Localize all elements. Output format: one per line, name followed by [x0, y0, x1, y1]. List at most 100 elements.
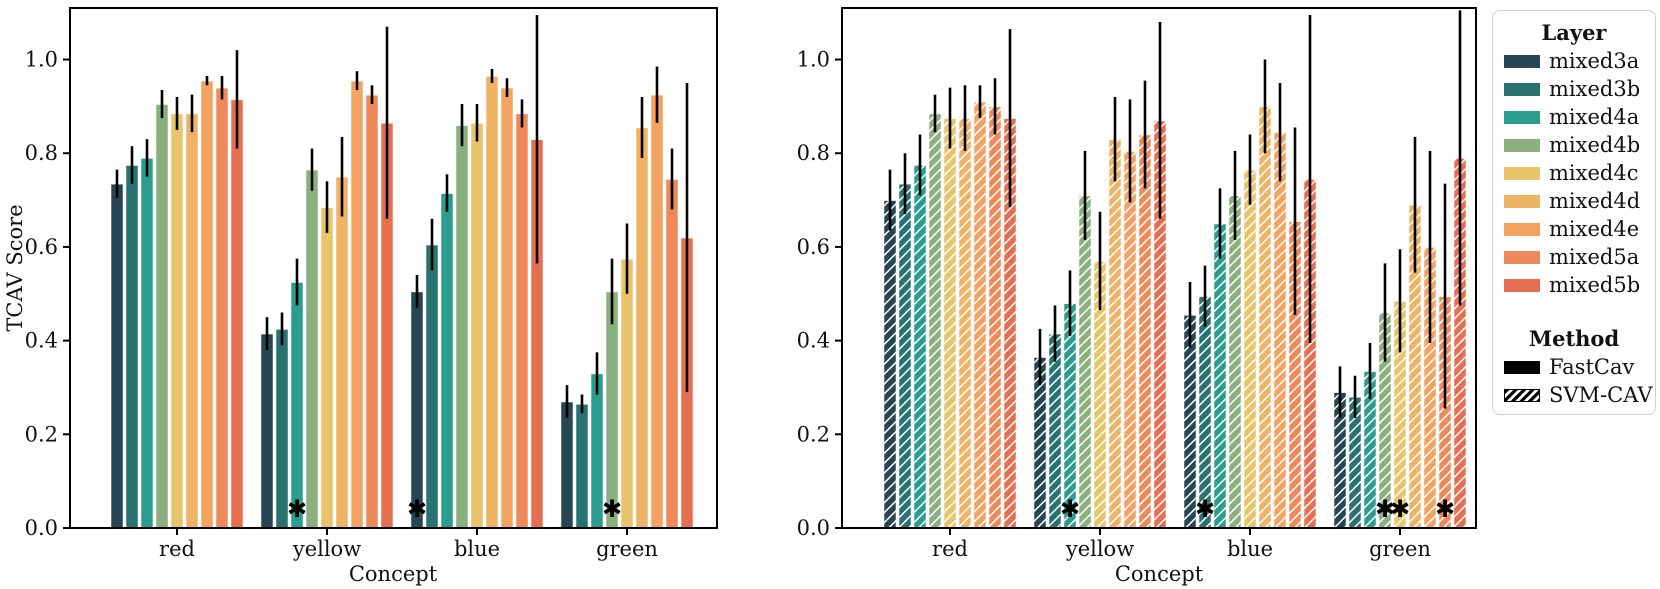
- legend-label: mixed5b: [1549, 273, 1641, 297]
- bar-hatch-mixed3b-blue: [1198, 296, 1212, 528]
- legend-label: mixed4c: [1549, 161, 1639, 185]
- significance-star-green-mixed4c: ✱: [1390, 495, 1410, 523]
- bars-group: [882, 10, 1468, 528]
- legend-label: mixed3b: [1549, 77, 1641, 101]
- bar-hatch-mixed4d-green: [1408, 204, 1422, 528]
- bar-hatch-mixed4a-green: [1363, 371, 1377, 528]
- plot-area-fastcav: 0.0 0.2 0.4 0.6 0.8 1.0 red yellow blue green ✱ ✱ ✱: [25, 7, 718, 561]
- legend-item-mixed4c: mixed4c: [1493, 159, 1655, 187]
- bar-hatch-mixed5b-blue: [1303, 178, 1317, 528]
- legend-item-mixed3a: mixed3a: [1493, 47, 1655, 75]
- x-tick-label-blue: blue: [1227, 537, 1273, 561]
- significance-star-green-mixed5a: ✱: [1435, 495, 1455, 523]
- bar-hatch-mixed5a-green: [1438, 296, 1452, 528]
- legend-swatch-mixed4e: [1504, 222, 1540, 236]
- bar-hatch-mixed4b-red: [928, 113, 942, 528]
- legend-item-mixed5a: mixed5a: [1493, 243, 1655, 271]
- bar-hatch-mixed4e-red: [973, 101, 987, 528]
- bar-hatch-mixed3a-blue: [1183, 314, 1197, 528]
- axes-spines: [841, 7, 1477, 529]
- y-tick-label: 0.2: [797, 422, 830, 446]
- bar-hatch-mixed4c-green: [1393, 300, 1407, 528]
- legend-swatch-SVM-CAV: [1504, 388, 1540, 402]
- bar-hatch-mixed5a-yellow: [1138, 134, 1152, 528]
- x-axis-title-left: Concept: [349, 562, 438, 586]
- legend-swatch-mixed3b: [1504, 82, 1540, 96]
- bar-hatch-mixed4a-yellow: [1063, 303, 1077, 528]
- y-tick-label: 0.8: [25, 141, 58, 165]
- bar-hatch-mixed4d-blue: [1258, 106, 1272, 528]
- x-tick-label-yellow: yellow: [1065, 537, 1134, 561]
- legend: Layer mixed3a mixed3b mixed4a mixed4b mixed4…: [1492, 10, 1656, 415]
- legend-item-mixed4a: mixed4a: [1493, 103, 1655, 131]
- y-tick-label: 0.8: [797, 141, 830, 165]
- bar-hatch-mixed4e-yellow: [1123, 150, 1137, 528]
- legend-label: SVM-CAV: [1549, 383, 1653, 407]
- legend-method-title: Method: [1528, 326, 1620, 351]
- legend-layer-title: Layer: [1541, 20, 1607, 45]
- significance-star-green-mixed4b: ✱: [1375, 495, 1395, 523]
- bar-hatch-mixed4e-blue: [1273, 132, 1287, 528]
- bars-group: [109, 15, 695, 528]
- bar-hatch-mixed4b-yellow: [1078, 195, 1092, 528]
- significance-star-blue-mixed3b: ✱: [1195, 495, 1215, 523]
- legend-item-mixed5b: mixed5b: [1493, 271, 1655, 299]
- legend-label: mixed5a: [1549, 245, 1640, 269]
- legend-swatch-FastCav: [1504, 360, 1540, 374]
- bar-hatch-mixed4c-red: [943, 118, 957, 528]
- bar-hatch-mixed4b-green: [1378, 312, 1392, 528]
- legend-item-mixed4e: mixed4e: [1493, 215, 1655, 243]
- significance-star-yellow-mixed4a: ✱: [287, 495, 307, 523]
- legend-label: mixed4e: [1549, 217, 1640, 241]
- bar-hatch-mixed4c-blue: [1243, 169, 1257, 528]
- bar-hatch-mixed4e-green: [1423, 246, 1437, 528]
- y-tick-label: 0.6: [797, 235, 830, 259]
- bar-hatch-mixed4b-blue: [1228, 195, 1242, 528]
- significance-star-yellow-mixed4a: ✱: [1060, 495, 1080, 523]
- legend-spacer: [1493, 299, 1655, 325]
- bar-hatch-mixed5b-yellow: [1153, 120, 1167, 528]
- x-tick-label-yellow: yellow: [292, 537, 361, 561]
- bar-hatch-mixed3a-red: [883, 200, 897, 528]
- bar-hatch-mixed4d-yellow: [1108, 139, 1122, 528]
- y-tick-label: 0.4: [797, 329, 830, 353]
- legend-item-SVM-CAV: SVM-CAV: [1493, 381, 1655, 409]
- bar-hatch-mixed5a-red: [988, 106, 1002, 528]
- legend-swatch-mixed4b: [1504, 138, 1540, 152]
- y-tick-label: 1.0: [797, 48, 830, 72]
- legend-swatch-mixed4d: [1504, 194, 1540, 208]
- y-axis-title: TCAV Score: [3, 204, 27, 331]
- legend-item-mixed4d: mixed4d: [1493, 187, 1655, 215]
- legend-item-mixed3b: mixed3b: [1493, 75, 1655, 103]
- y-tick-label: 0.4: [25, 329, 58, 353]
- legend-method-items: FastCav SVM-CAV: [1493, 353, 1655, 409]
- significance-star-blue-mixed3a: ✱: [407, 495, 427, 523]
- legend-swatch-mixed5a: [1504, 250, 1540, 264]
- bar-hatch-mixed3b-yellow: [1048, 333, 1062, 528]
- y-tick-label: 0.0: [797, 516, 830, 540]
- bar-hatch-mixed3b-green: [1348, 396, 1362, 528]
- x-tick-label-green: green: [596, 537, 658, 561]
- bar-hatch-mixed3a-green: [1333, 392, 1347, 528]
- y-tick-label: 0.0: [25, 516, 58, 540]
- bar-hatch-mixed4d-red: [958, 118, 972, 528]
- bar-hatch-mixed5a-blue: [1288, 221, 1302, 528]
- y-tick-label: 0.6: [25, 235, 58, 259]
- bar-hatch-mixed5b-green: [1453, 157, 1467, 528]
- legend-layer-items: mixed3a mixed3b mixed4a mixed4b mixed4c mixed…: [1493, 47, 1655, 299]
- y-tick-label: 0.2: [25, 422, 58, 446]
- legend-item-mixed4b: mixed4b: [1493, 131, 1655, 159]
- x-tick-label-red: red: [159, 537, 195, 561]
- bar-hatch-mixed4c-yellow: [1093, 260, 1107, 528]
- axes-spines: [69, 7, 718, 529]
- legend-swatch-mixed4c: [1504, 166, 1540, 180]
- x-tick-label-blue: blue: [454, 537, 500, 561]
- legend-swatch-mixed3a: [1504, 54, 1540, 68]
- legend-swatch-mixed5b: [1504, 278, 1540, 292]
- bar-hatch-mixed5b-red: [1003, 118, 1017, 528]
- legend-item-FastCav: FastCav: [1493, 353, 1655, 381]
